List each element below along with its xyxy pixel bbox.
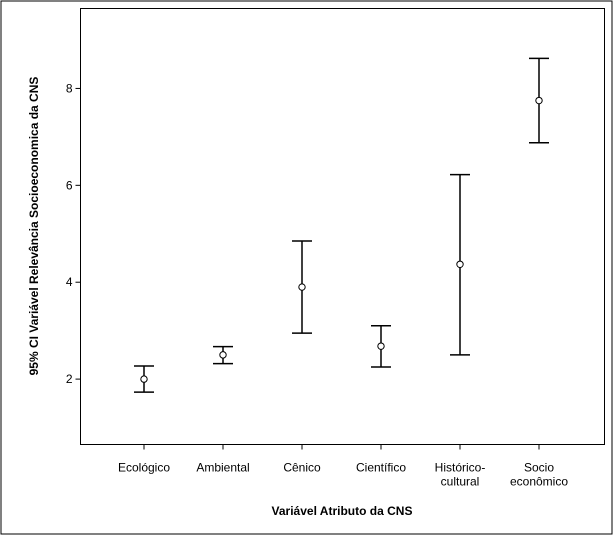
- error-bars: [134, 57, 549, 393]
- mean-marker-3: [377, 342, 385, 350]
- error-bar-2: [292, 240, 312, 334]
- plot-frame: [80, 8, 605, 445]
- x-tick-label-1: Ambiental: [196, 461, 249, 475]
- error-bar-1: [213, 345, 233, 365]
- mean-marker-5: [535, 96, 543, 105]
- y-axis-title: 95% CI Variável Relevância Socioeconomic…: [27, 77, 41, 376]
- mean-marker-4: [456, 260, 464, 268]
- x-tick-label-4: Histórico-cultural: [435, 461, 486, 489]
- y-tick-label-3: 8: [66, 81, 73, 95]
- y-axis: 2 4 6 8: [66, 81, 81, 386]
- x-tick-label-2: Cênico: [283, 461, 321, 475]
- mean-marker-2: [298, 283, 306, 291]
- x-axis-title: Variável Atributo da CNS: [272, 504, 413, 518]
- x-tick-label-5: Socio econômico: [510, 461, 568, 489]
- mean-marker-1: [219, 351, 227, 359]
- error-bar-0: [134, 365, 154, 393]
- x-axis: Ecológico Ambiental Cênico Científico Histór…: [118, 444, 568, 489]
- error-bar-3: [371, 325, 391, 368]
- mean-marker-0: [140, 375, 148, 383]
- y-tick-label-2: 6: [66, 178, 73, 192]
- error-bar-5: [529, 57, 549, 144]
- x-tick-label-3: Científico: [356, 461, 406, 475]
- y-tick-label-1: 4: [66, 275, 73, 289]
- y-tick-label-0: 2: [66, 372, 73, 386]
- error-bar-4: [450, 173, 470, 356]
- x-tick-label-0: Ecológico: [118, 461, 170, 475]
